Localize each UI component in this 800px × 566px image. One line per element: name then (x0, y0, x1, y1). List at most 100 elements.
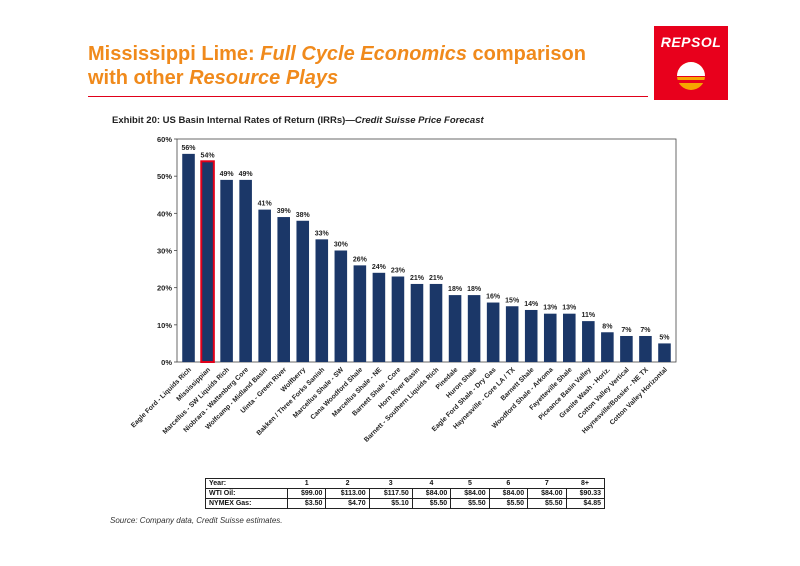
table-year: 8+ (566, 478, 606, 489)
table-year: 4 (412, 478, 451, 489)
exhibit-label: Exhibit 20: (112, 115, 161, 126)
bar-value-label: 21% (410, 275, 425, 282)
bar-highlighted (200, 160, 215, 363)
title-text: with other (88, 67, 190, 89)
repsol-logo: REPSOL (654, 26, 728, 100)
bar (601, 332, 614, 362)
table-cell: $5.10 (368, 498, 413, 509)
table-cell: $90.33 (565, 488, 606, 499)
bar-value-label: 49% (239, 171, 254, 178)
table-cell: $5.50 (411, 498, 452, 509)
logo-emblem-icon (664, 62, 718, 90)
y-tick-label: 0% (161, 358, 172, 367)
table-cell: $5.50 (488, 498, 529, 509)
table-row-label: WTI Oil: (205, 488, 288, 499)
table-cell: $84.00 (411, 488, 452, 499)
table-cell: $117.50 (368, 488, 413, 499)
table-cell: $99.00 (286, 488, 327, 499)
bar-value-label: 18% (448, 286, 463, 293)
title-text: comparison (467, 43, 586, 65)
table-row: WTI Oil: $99.00 $113.00 $117.50 $84.00 $… (205, 488, 606, 499)
y-tick-label: 20% (157, 284, 172, 293)
title-text-italic: Full Cycle Economics (260, 43, 467, 65)
bar-value-label: 8% (602, 323, 613, 330)
bar (620, 335, 633, 362)
bar-value-label: 14% (524, 301, 539, 308)
bar (182, 153, 195, 362)
bar (353, 265, 367, 362)
logo-text: REPSOL (660, 34, 722, 50)
bar-value-label: 13% (543, 305, 558, 312)
bar (372, 272, 386, 362)
bar-value-label: 30% (334, 242, 349, 249)
table-year: 1 (287, 478, 326, 489)
bar-value-label: 41% (258, 201, 273, 208)
bar-value-label: 33% (315, 230, 330, 237)
bar (239, 179, 252, 362)
title-rule (88, 96, 648, 97)
exhibit-title-main: US Basin Internal Rates of Return (IRRs)… (160, 115, 355, 126)
bar-value-label: 26% (353, 256, 368, 263)
table-header-label: Year: (205, 478, 288, 489)
source-note: Source: Company data, Credit Suisse esti… (110, 516, 283, 525)
table-year: 5 (450, 478, 490, 489)
bar-value-label: 13% (562, 305, 577, 312)
bar-value-label: 39% (277, 208, 292, 215)
bar-value-label: 23% (391, 268, 406, 275)
title-text: Mississippi Lime: (88, 43, 261, 65)
title-text-italic: Resource Plays (189, 67, 339, 89)
y-tick-label: 10% (157, 321, 172, 330)
y-tick-label: 50% (157, 172, 172, 181)
bar (639, 335, 652, 362)
table-year: 2 (325, 478, 370, 489)
table-cell: $4.85 (565, 498, 606, 509)
slide-title: Mississippi Lime: Full Cycle Economics c… (88, 42, 648, 90)
bar-value-label: 5% (659, 334, 670, 341)
bar-value-label: 16% (486, 294, 501, 301)
bar-value-label: 49% (220, 171, 235, 178)
y-tick-label: 30% (157, 247, 172, 256)
table-header-row: Year: 1 2 3 4 5 6 7 8+ (205, 478, 606, 489)
bar (277, 217, 290, 362)
bar (658, 343, 671, 362)
table-row-label: NYMEX Gas: (205, 498, 288, 509)
table-cell: $84.00 (488, 488, 529, 499)
bar (448, 295, 462, 362)
bar (315, 239, 329, 362)
table-year: 7 (527, 478, 567, 489)
table-cell: $4.70 (325, 498, 370, 509)
irr-bar-chart: 0%10%20%30%40%50%60%56%Eagle Ford - Liqu… (130, 135, 677, 444)
table-cell: $84.00 (527, 488, 567, 499)
table-year: 6 (489, 478, 528, 489)
exhibit-title: Exhibit 20: US Basin Internal Rates of R… (112, 115, 672, 126)
bar-value-label: 24% (372, 264, 387, 271)
exhibit-title-italic: Credit Suisse Price Forecast (354, 115, 484, 126)
bar-value-label: 56% (182, 145, 197, 152)
bar-value-label: 7% (621, 327, 632, 334)
bar (563, 313, 576, 362)
bar-value-label: 54% (201, 152, 216, 159)
bar-value-label: 38% (296, 212, 311, 219)
table-cell: $84.00 (450, 488, 490, 499)
price-forecast-table: Year: 1 2 3 4 5 6 7 8+ WTI Oil: $99.00 $… (205, 478, 606, 509)
table-cell: $113.00 (325, 488, 370, 499)
table-year: 3 (369, 478, 413, 489)
table-cell: $5.50 (450, 498, 490, 509)
y-tick-label: 60% (157, 135, 172, 144)
bar (467, 295, 481, 362)
bar (582, 321, 595, 362)
bar (220, 179, 233, 362)
bar (296, 220, 310, 362)
bar-value-label: 15% (505, 297, 520, 304)
bar (486, 302, 500, 362)
bar (334, 250, 348, 362)
bar-value-label: 7% (640, 327, 651, 334)
table-cell: $3.50 (286, 498, 327, 509)
bar (505, 306, 519, 362)
bar-value-label: 21% (429, 275, 444, 282)
bar-value-label: 18% (467, 286, 482, 293)
bar (258, 209, 271, 362)
table-row: NYMEX Gas: $3.50 $4.70 $5.10 $5.50 $5.50… (205, 498, 606, 509)
bar-value-label: 11% (582, 312, 596, 319)
bar (543, 313, 557, 362)
